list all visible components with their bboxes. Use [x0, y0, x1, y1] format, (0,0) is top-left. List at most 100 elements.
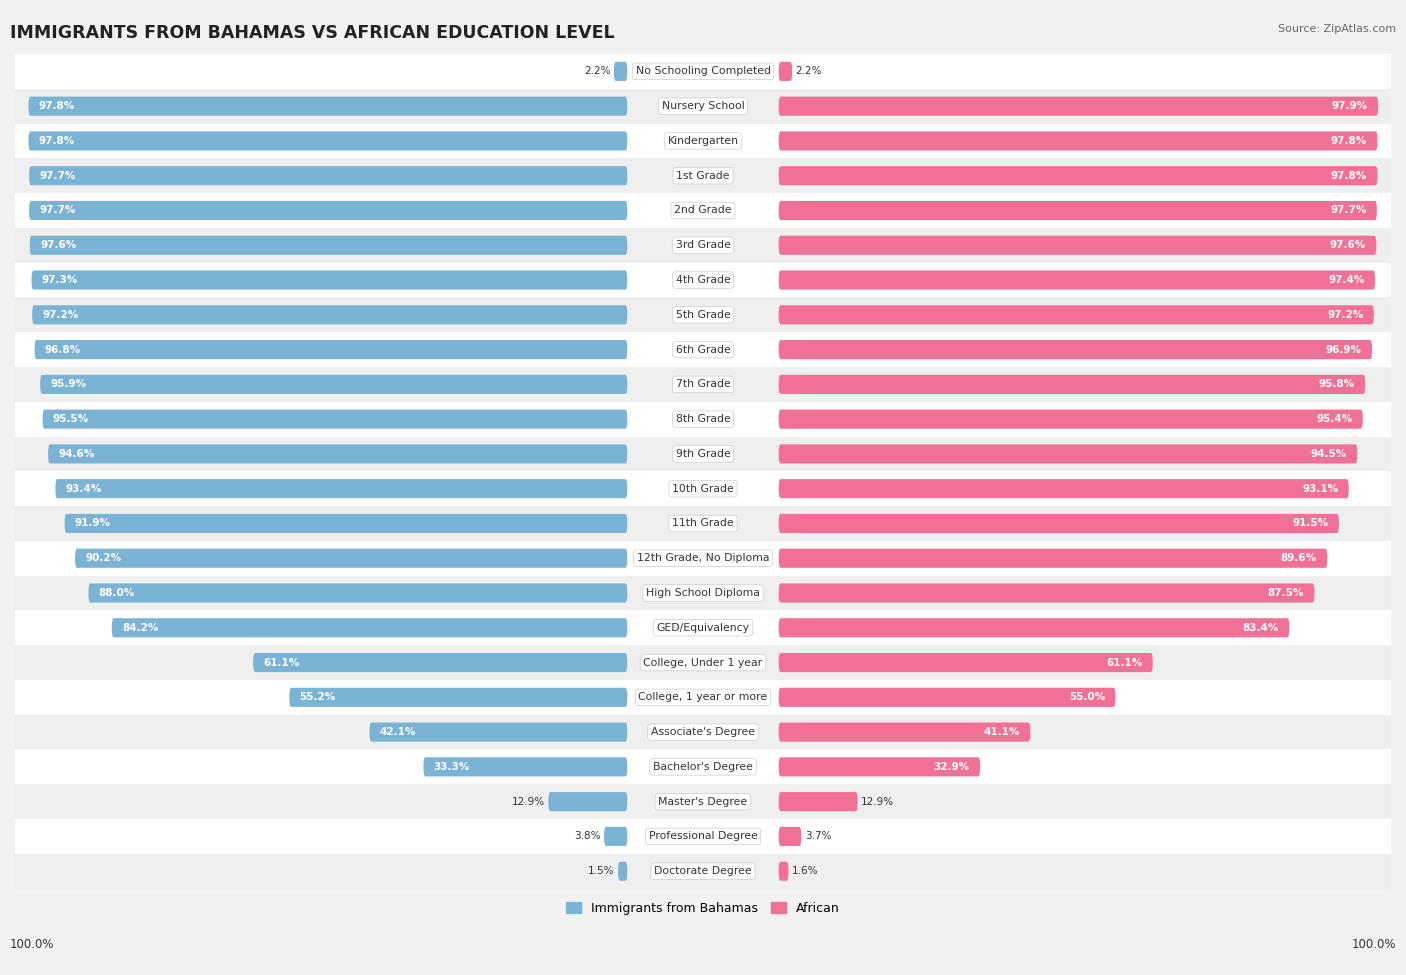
FancyBboxPatch shape	[41, 374, 627, 394]
Text: 3rd Grade: 3rd Grade	[675, 240, 731, 251]
FancyBboxPatch shape	[779, 201, 1376, 220]
Text: 83.4%: 83.4%	[1243, 623, 1279, 633]
FancyBboxPatch shape	[48, 445, 627, 463]
Text: 95.4%: 95.4%	[1316, 414, 1353, 424]
FancyBboxPatch shape	[370, 722, 627, 742]
Bar	[15, 228, 1391, 262]
Text: IMMIGRANTS FROM BAHAMAS VS AFRICAN EDUCATION LEVEL: IMMIGRANTS FROM BAHAMAS VS AFRICAN EDUCA…	[10, 24, 614, 42]
Bar	[15, 854, 1391, 888]
FancyBboxPatch shape	[779, 445, 1357, 463]
Text: 61.1%: 61.1%	[263, 657, 299, 668]
Text: 2.2%: 2.2%	[583, 66, 610, 76]
Text: 93.4%: 93.4%	[66, 484, 103, 493]
FancyBboxPatch shape	[779, 618, 1289, 638]
FancyBboxPatch shape	[779, 827, 801, 846]
Text: 88.0%: 88.0%	[98, 588, 135, 598]
FancyBboxPatch shape	[779, 479, 1348, 498]
Text: 10th Grade: 10th Grade	[672, 484, 734, 493]
FancyBboxPatch shape	[779, 410, 1362, 429]
Bar	[15, 158, 1391, 193]
FancyBboxPatch shape	[779, 758, 980, 776]
Text: 2nd Grade: 2nd Grade	[675, 206, 731, 215]
Bar	[15, 471, 1391, 506]
Text: 97.6%: 97.6%	[1330, 240, 1367, 251]
Text: 90.2%: 90.2%	[86, 553, 121, 564]
Text: 95.9%: 95.9%	[51, 379, 86, 389]
Text: Associate's Degree: Associate's Degree	[651, 727, 755, 737]
Text: 94.6%: 94.6%	[59, 448, 94, 459]
FancyBboxPatch shape	[75, 549, 627, 567]
FancyBboxPatch shape	[779, 61, 792, 81]
Text: 97.2%: 97.2%	[1327, 310, 1364, 320]
Text: 42.1%: 42.1%	[380, 727, 416, 737]
Text: Nursery School: Nursery School	[662, 101, 744, 111]
Text: 97.9%: 97.9%	[1331, 101, 1368, 111]
Text: Professional Degree: Professional Degree	[648, 832, 758, 841]
FancyBboxPatch shape	[89, 583, 627, 603]
Text: GED/Equivalency: GED/Equivalency	[657, 623, 749, 633]
FancyBboxPatch shape	[779, 514, 1339, 533]
Text: 95.8%: 95.8%	[1319, 379, 1355, 389]
Text: 7th Grade: 7th Grade	[676, 379, 730, 389]
Bar	[15, 819, 1391, 854]
Text: 1.5%: 1.5%	[588, 866, 614, 877]
Text: 33.3%: 33.3%	[433, 761, 470, 772]
FancyBboxPatch shape	[55, 479, 627, 498]
Text: 97.8%: 97.8%	[39, 136, 75, 146]
Text: 12th Grade, No Diploma: 12th Grade, No Diploma	[637, 553, 769, 564]
FancyBboxPatch shape	[253, 653, 627, 672]
Text: College, 1 year or more: College, 1 year or more	[638, 692, 768, 702]
Text: 97.8%: 97.8%	[39, 101, 75, 111]
Bar	[15, 715, 1391, 750]
Bar	[15, 332, 1391, 367]
FancyBboxPatch shape	[28, 132, 627, 150]
Legend: Immigrants from Bahamas, African: Immigrants from Bahamas, African	[561, 897, 845, 919]
Bar	[15, 541, 1391, 575]
Text: Doctorate Degree: Doctorate Degree	[654, 866, 752, 877]
Text: 100.0%: 100.0%	[1351, 938, 1396, 951]
Text: 9th Grade: 9th Grade	[676, 448, 730, 459]
Text: 97.8%: 97.8%	[1331, 136, 1367, 146]
FancyBboxPatch shape	[779, 653, 1153, 672]
Text: 32.9%: 32.9%	[934, 761, 970, 772]
Text: 96.9%: 96.9%	[1326, 344, 1361, 355]
FancyBboxPatch shape	[779, 340, 1372, 359]
FancyBboxPatch shape	[779, 374, 1365, 394]
FancyBboxPatch shape	[30, 236, 627, 254]
Text: 55.2%: 55.2%	[299, 692, 336, 702]
Text: 91.5%: 91.5%	[1292, 519, 1329, 528]
FancyBboxPatch shape	[779, 862, 789, 880]
Bar	[15, 262, 1391, 297]
Text: 84.2%: 84.2%	[122, 623, 159, 633]
Text: 11th Grade: 11th Grade	[672, 519, 734, 528]
FancyBboxPatch shape	[779, 236, 1376, 254]
FancyBboxPatch shape	[779, 583, 1315, 603]
Bar	[15, 506, 1391, 541]
FancyBboxPatch shape	[111, 618, 627, 638]
Text: 5th Grade: 5th Grade	[676, 310, 730, 320]
FancyBboxPatch shape	[423, 758, 627, 776]
Bar	[15, 680, 1391, 715]
FancyBboxPatch shape	[779, 132, 1378, 150]
Text: 94.5%: 94.5%	[1310, 448, 1347, 459]
FancyBboxPatch shape	[290, 687, 627, 707]
FancyBboxPatch shape	[30, 201, 627, 220]
Text: 2.2%: 2.2%	[796, 66, 823, 76]
FancyBboxPatch shape	[779, 166, 1378, 185]
FancyBboxPatch shape	[779, 305, 1374, 325]
Text: 97.2%: 97.2%	[42, 310, 79, 320]
Text: 97.7%: 97.7%	[39, 171, 76, 180]
FancyBboxPatch shape	[779, 549, 1327, 567]
Text: 93.1%: 93.1%	[1302, 484, 1339, 493]
FancyBboxPatch shape	[779, 97, 1378, 116]
Bar	[15, 297, 1391, 332]
Bar	[15, 367, 1391, 402]
Bar	[15, 437, 1391, 471]
FancyBboxPatch shape	[548, 792, 627, 811]
FancyBboxPatch shape	[779, 722, 1031, 742]
FancyBboxPatch shape	[35, 340, 627, 359]
Text: 97.3%: 97.3%	[42, 275, 79, 285]
FancyBboxPatch shape	[605, 827, 627, 846]
Text: 97.7%: 97.7%	[39, 206, 76, 215]
Bar	[15, 784, 1391, 819]
